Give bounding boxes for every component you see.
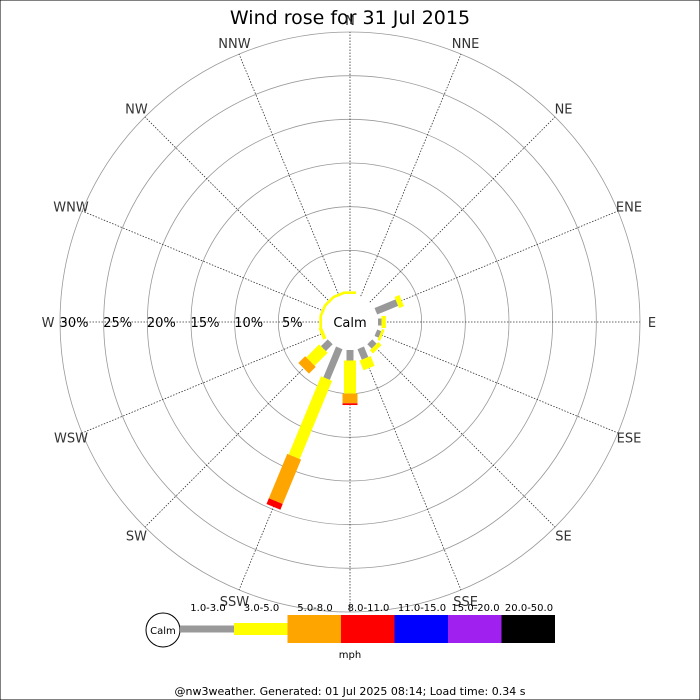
- bar-ssw-seg-1: [288, 376, 333, 460]
- direction-label-ne: NE: [555, 102, 573, 117]
- legend-calm-label: Calm: [150, 626, 176, 637]
- direction-label-se: SE: [555, 530, 571, 545]
- direction-label-sse: SSE: [453, 595, 478, 610]
- direction-label-nnw: NNW: [218, 37, 250, 52]
- direction-label-ssw: SSW: [220, 595, 250, 610]
- bar-wsw-seg-1: [318, 327, 327, 340]
- direction-label-wsw: WSW: [54, 432, 88, 447]
- calm-center: Calm: [327, 299, 373, 345]
- direction-label-n: N: [345, 14, 355, 29]
- bar-ene-seg-1: [394, 295, 404, 309]
- bar-ssw-seg-0: [323, 346, 343, 380]
- wind-bars: [266, 291, 404, 510]
- percent-label: 5%: [282, 316, 303, 331]
- bar-sse-seg-0: [357, 346, 369, 360]
- legend-swatch-3: [394, 615, 448, 643]
- bar-wnw-seg-1: [319, 304, 327, 317]
- legend-swatch-1: [287, 615, 341, 643]
- bar-nw-seg-1: [324, 296, 335, 307]
- legend-range-label: 15.0-20.0: [451, 603, 499, 614]
- chart-title: Wind rose for 31 Jul 2015: [230, 7, 470, 29]
- bar-ssw-seg-3: [266, 498, 283, 510]
- direction-label-ese: ESE: [617, 432, 642, 447]
- bar-se-seg-0: [367, 339, 377, 349]
- direction-label-nw: NW: [125, 102, 148, 117]
- legend-swatch-0: [234, 623, 288, 635]
- legend-swatch-2: [341, 615, 395, 643]
- bar-ene-seg-0: [374, 299, 399, 315]
- legend-range-label: 8.0-11.0: [348, 603, 390, 614]
- bar-sw-seg-2: [298, 356, 316, 374]
- calm-label: Calm: [333, 316, 366, 331]
- footer-text: @nw3weather. Generated: 01 Jul 2025 08:1…: [175, 685, 526, 698]
- legend-range-label: 3.0-5.0: [244, 603, 279, 614]
- percent-label: 10%: [234, 316, 263, 331]
- direction-label-sw: SW: [126, 530, 147, 545]
- calm-circle: [327, 299, 373, 345]
- legend-range-label: 1.0-3.0: [190, 603, 225, 614]
- grid-ring: [103, 75, 597, 569]
- percent-label: 15%: [191, 316, 220, 331]
- direction-label-nne: NNE: [452, 37, 480, 52]
- bar-nnw-seg-1: [332, 291, 345, 299]
- percent-label: 30%: [60, 316, 89, 331]
- percent-label: 25%: [103, 316, 132, 331]
- bar-sw-seg-0: [320, 339, 333, 352]
- bar-ssw-seg-2: [268, 453, 302, 505]
- bar-sw-seg-1: [306, 344, 328, 366]
- direction-label-e: E: [648, 316, 656, 331]
- legend-range-label: 5.0-8.0: [297, 603, 332, 614]
- percent-label: 20%: [147, 316, 176, 331]
- direction-label-w: W: [42, 316, 55, 331]
- legend-swatch-4: [448, 615, 502, 643]
- legend-range-label: 20.0-50.0: [505, 603, 553, 614]
- legend-swatch-5: [501, 615, 555, 643]
- bar-ese-seg-1: [377, 328, 385, 341]
- direction-label-wnw: WNW: [53, 200, 89, 215]
- percent-labels: 5% 10% 15% 20% 25% 30%: [60, 316, 303, 331]
- speed-legend: Calm 1.0-3.0 3.0-5.0 5.0-8.0 8.0-11.0 11.0-1…: [145, 603, 555, 648]
- legend-unit-label: mph: [339, 650, 361, 661]
- bar-se-seg-1: [369, 341, 382, 354]
- direction-label-ene: ENE: [616, 200, 642, 215]
- bar-sse-seg-1: [359, 356, 375, 371]
- bar-ese-seg-0: [374, 329, 382, 338]
- grid-ring: [190, 162, 510, 482]
- legend-range-label: 11.0-15.0: [398, 603, 446, 614]
